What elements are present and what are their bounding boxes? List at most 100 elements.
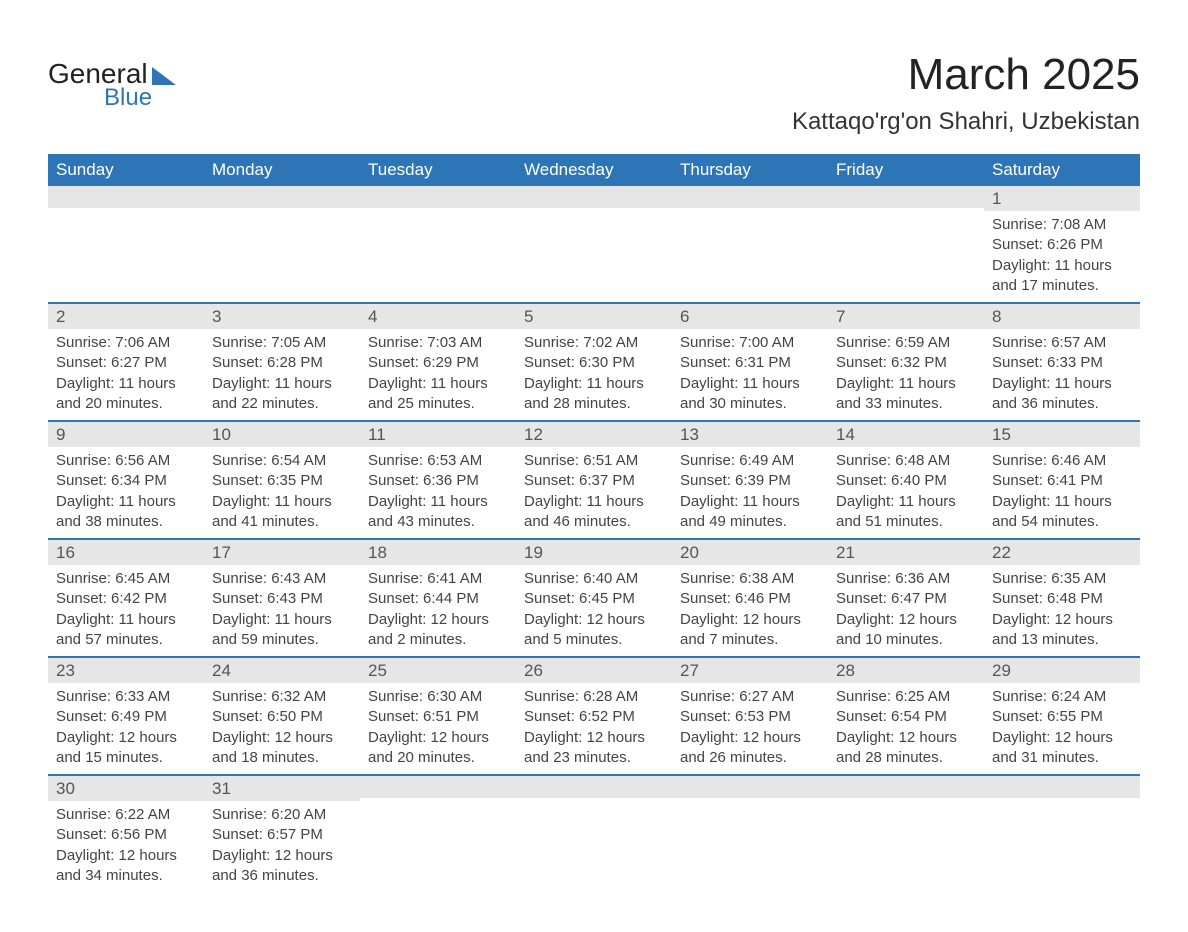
sunset-text: Sunset: 6:28 PM bbox=[212, 353, 352, 373]
day-details: Sunrise: 6:33 AMSunset: 6:49 PMDaylight:… bbox=[48, 683, 204, 774]
sunset-text: Sunset: 6:26 PM bbox=[992, 235, 1132, 255]
date-number bbox=[828, 776, 984, 798]
daylight-text: Daylight: 11 hours and 22 minutes. bbox=[212, 374, 352, 415]
sunrise-text: Sunrise: 6:22 AM bbox=[56, 805, 196, 825]
day-cell: 12Sunrise: 6:51 AMSunset: 6:37 PMDayligh… bbox=[516, 421, 672, 539]
day-details: Sunrise: 6:57 AMSunset: 6:33 PMDaylight:… bbox=[984, 329, 1140, 420]
day-cell bbox=[516, 186, 672, 303]
sunset-text: Sunset: 6:34 PM bbox=[56, 471, 196, 491]
day-details: Sunrise: 6:43 AMSunset: 6:43 PMDaylight:… bbox=[204, 565, 360, 656]
daylight-text: Daylight: 12 hours and 23 minutes. bbox=[524, 728, 664, 769]
calendar-table: Sunday Monday Tuesday Wednesday Thursday… bbox=[48, 154, 1140, 892]
day-details: Sunrise: 6:22 AMSunset: 6:56 PMDaylight:… bbox=[48, 801, 204, 892]
date-number: 28 bbox=[828, 658, 984, 683]
day-details bbox=[672, 798, 828, 868]
day-details: Sunrise: 6:54 AMSunset: 6:35 PMDaylight:… bbox=[204, 447, 360, 538]
day-cell bbox=[828, 186, 984, 303]
day-cell: 11Sunrise: 6:53 AMSunset: 6:36 PMDayligh… bbox=[360, 421, 516, 539]
day-details: Sunrise: 6:27 AMSunset: 6:53 PMDaylight:… bbox=[672, 683, 828, 774]
day-cell: 8Sunrise: 6:57 AMSunset: 6:33 PMDaylight… bbox=[984, 303, 1140, 421]
week-row: 16Sunrise: 6:45 AMSunset: 6:42 PMDayligh… bbox=[48, 539, 1140, 657]
daylight-text: Daylight: 12 hours and 20 minutes. bbox=[368, 728, 508, 769]
day-cell bbox=[48, 186, 204, 303]
date-number bbox=[516, 186, 672, 208]
day-header-wed: Wednesday bbox=[516, 154, 672, 186]
sunset-text: Sunset: 6:42 PM bbox=[56, 589, 196, 609]
daylight-text: Daylight: 11 hours and 51 minutes. bbox=[836, 492, 976, 533]
date-number: 16 bbox=[48, 540, 204, 565]
location-text: Kattaqo'rg'on Shahri, Uzbekistan bbox=[792, 108, 1140, 136]
day-details: Sunrise: 6:32 AMSunset: 6:50 PMDaylight:… bbox=[204, 683, 360, 774]
sunset-text: Sunset: 6:43 PM bbox=[212, 589, 352, 609]
day-details bbox=[48, 208, 204, 278]
day-cell: 18Sunrise: 6:41 AMSunset: 6:44 PMDayligh… bbox=[360, 539, 516, 657]
sunrise-text: Sunrise: 6:48 AM bbox=[836, 451, 976, 471]
day-details: Sunrise: 6:24 AMSunset: 6:55 PMDaylight:… bbox=[984, 683, 1140, 774]
sunrise-text: Sunrise: 6:35 AM bbox=[992, 569, 1132, 589]
day-details: Sunrise: 6:56 AMSunset: 6:34 PMDaylight:… bbox=[48, 447, 204, 538]
date-number: 4 bbox=[360, 304, 516, 329]
day-details: Sunrise: 7:08 AMSunset: 6:26 PMDaylight:… bbox=[984, 211, 1140, 302]
sunset-text: Sunset: 6:32 PM bbox=[836, 353, 976, 373]
day-cell: 1Sunrise: 7:08 AMSunset: 6:26 PMDaylight… bbox=[984, 186, 1140, 303]
week-row: 1Sunrise: 7:08 AMSunset: 6:26 PMDaylight… bbox=[48, 186, 1140, 303]
day-details bbox=[828, 208, 984, 278]
sunset-text: Sunset: 6:49 PM bbox=[56, 707, 196, 727]
day-cell: 29Sunrise: 6:24 AMSunset: 6:55 PMDayligh… bbox=[984, 657, 1140, 775]
day-cell: 2Sunrise: 7:06 AMSunset: 6:27 PMDaylight… bbox=[48, 303, 204, 421]
week-row: 9Sunrise: 6:56 AMSunset: 6:34 PMDaylight… bbox=[48, 421, 1140, 539]
date-number bbox=[360, 186, 516, 208]
day-details: Sunrise: 6:49 AMSunset: 6:39 PMDaylight:… bbox=[672, 447, 828, 538]
date-number: 9 bbox=[48, 422, 204, 447]
day-cell: 23Sunrise: 6:33 AMSunset: 6:49 PMDayligh… bbox=[48, 657, 204, 775]
day-header-sat: Saturday bbox=[984, 154, 1140, 186]
day-header-mon: Monday bbox=[204, 154, 360, 186]
week-row: 23Sunrise: 6:33 AMSunset: 6:49 PMDayligh… bbox=[48, 657, 1140, 775]
day-cell bbox=[516, 775, 672, 892]
sunset-text: Sunset: 6:56 PM bbox=[56, 825, 196, 845]
day-cell: 27Sunrise: 6:27 AMSunset: 6:53 PMDayligh… bbox=[672, 657, 828, 775]
date-number: 11 bbox=[360, 422, 516, 447]
date-number: 6 bbox=[672, 304, 828, 329]
date-number: 23 bbox=[48, 658, 204, 683]
daylight-text: Daylight: 11 hours and 57 minutes. bbox=[56, 610, 196, 651]
sunset-text: Sunset: 6:46 PM bbox=[680, 589, 820, 609]
daylight-text: Daylight: 12 hours and 5 minutes. bbox=[524, 610, 664, 651]
date-number: 10 bbox=[204, 422, 360, 447]
day-details: Sunrise: 7:02 AMSunset: 6:30 PMDaylight:… bbox=[516, 329, 672, 420]
sunrise-text: Sunrise: 6:59 AM bbox=[836, 333, 976, 353]
day-cell bbox=[360, 775, 516, 892]
sunset-text: Sunset: 6:47 PM bbox=[836, 589, 976, 609]
date-number: 25 bbox=[360, 658, 516, 683]
sunset-text: Sunset: 6:53 PM bbox=[680, 707, 820, 727]
sunrise-text: Sunrise: 6:54 AM bbox=[212, 451, 352, 471]
daylight-text: Daylight: 12 hours and 34 minutes. bbox=[56, 846, 196, 887]
date-number: 29 bbox=[984, 658, 1140, 683]
header: General Blue March 2025 Kattaqo'rg'on Sh… bbox=[48, 50, 1140, 136]
date-number: 17 bbox=[204, 540, 360, 565]
sunrise-text: Sunrise: 6:30 AM bbox=[368, 687, 508, 707]
day-details: Sunrise: 6:40 AMSunset: 6:45 PMDaylight:… bbox=[516, 565, 672, 656]
sunrise-text: Sunrise: 6:45 AM bbox=[56, 569, 196, 589]
date-number: 21 bbox=[828, 540, 984, 565]
date-number: 30 bbox=[48, 776, 204, 801]
day-cell: 5Sunrise: 7:02 AMSunset: 6:30 PMDaylight… bbox=[516, 303, 672, 421]
day-details bbox=[360, 798, 516, 868]
day-details: Sunrise: 6:41 AMSunset: 6:44 PMDaylight:… bbox=[360, 565, 516, 656]
sunset-text: Sunset: 6:57 PM bbox=[212, 825, 352, 845]
daylight-text: Daylight: 12 hours and 26 minutes. bbox=[680, 728, 820, 769]
daylight-text: Daylight: 11 hours and 17 minutes. bbox=[992, 256, 1132, 297]
sunrise-text: Sunrise: 6:27 AM bbox=[680, 687, 820, 707]
day-cell: 6Sunrise: 7:00 AMSunset: 6:31 PMDaylight… bbox=[672, 303, 828, 421]
sunrise-text: Sunrise: 6:56 AM bbox=[56, 451, 196, 471]
day-details: Sunrise: 6:59 AMSunset: 6:32 PMDaylight:… bbox=[828, 329, 984, 420]
day-cell: 9Sunrise: 6:56 AMSunset: 6:34 PMDaylight… bbox=[48, 421, 204, 539]
daylight-text: Daylight: 11 hours and 28 minutes. bbox=[524, 374, 664, 415]
day-cell: 22Sunrise: 6:35 AMSunset: 6:48 PMDayligh… bbox=[984, 539, 1140, 657]
day-cell: 4Sunrise: 7:03 AMSunset: 6:29 PMDaylight… bbox=[360, 303, 516, 421]
day-cell: 24Sunrise: 6:32 AMSunset: 6:50 PMDayligh… bbox=[204, 657, 360, 775]
daylight-text: Daylight: 12 hours and 2 minutes. bbox=[368, 610, 508, 651]
date-number bbox=[672, 186, 828, 208]
daylight-text: Daylight: 11 hours and 59 minutes. bbox=[212, 610, 352, 651]
date-number: 27 bbox=[672, 658, 828, 683]
